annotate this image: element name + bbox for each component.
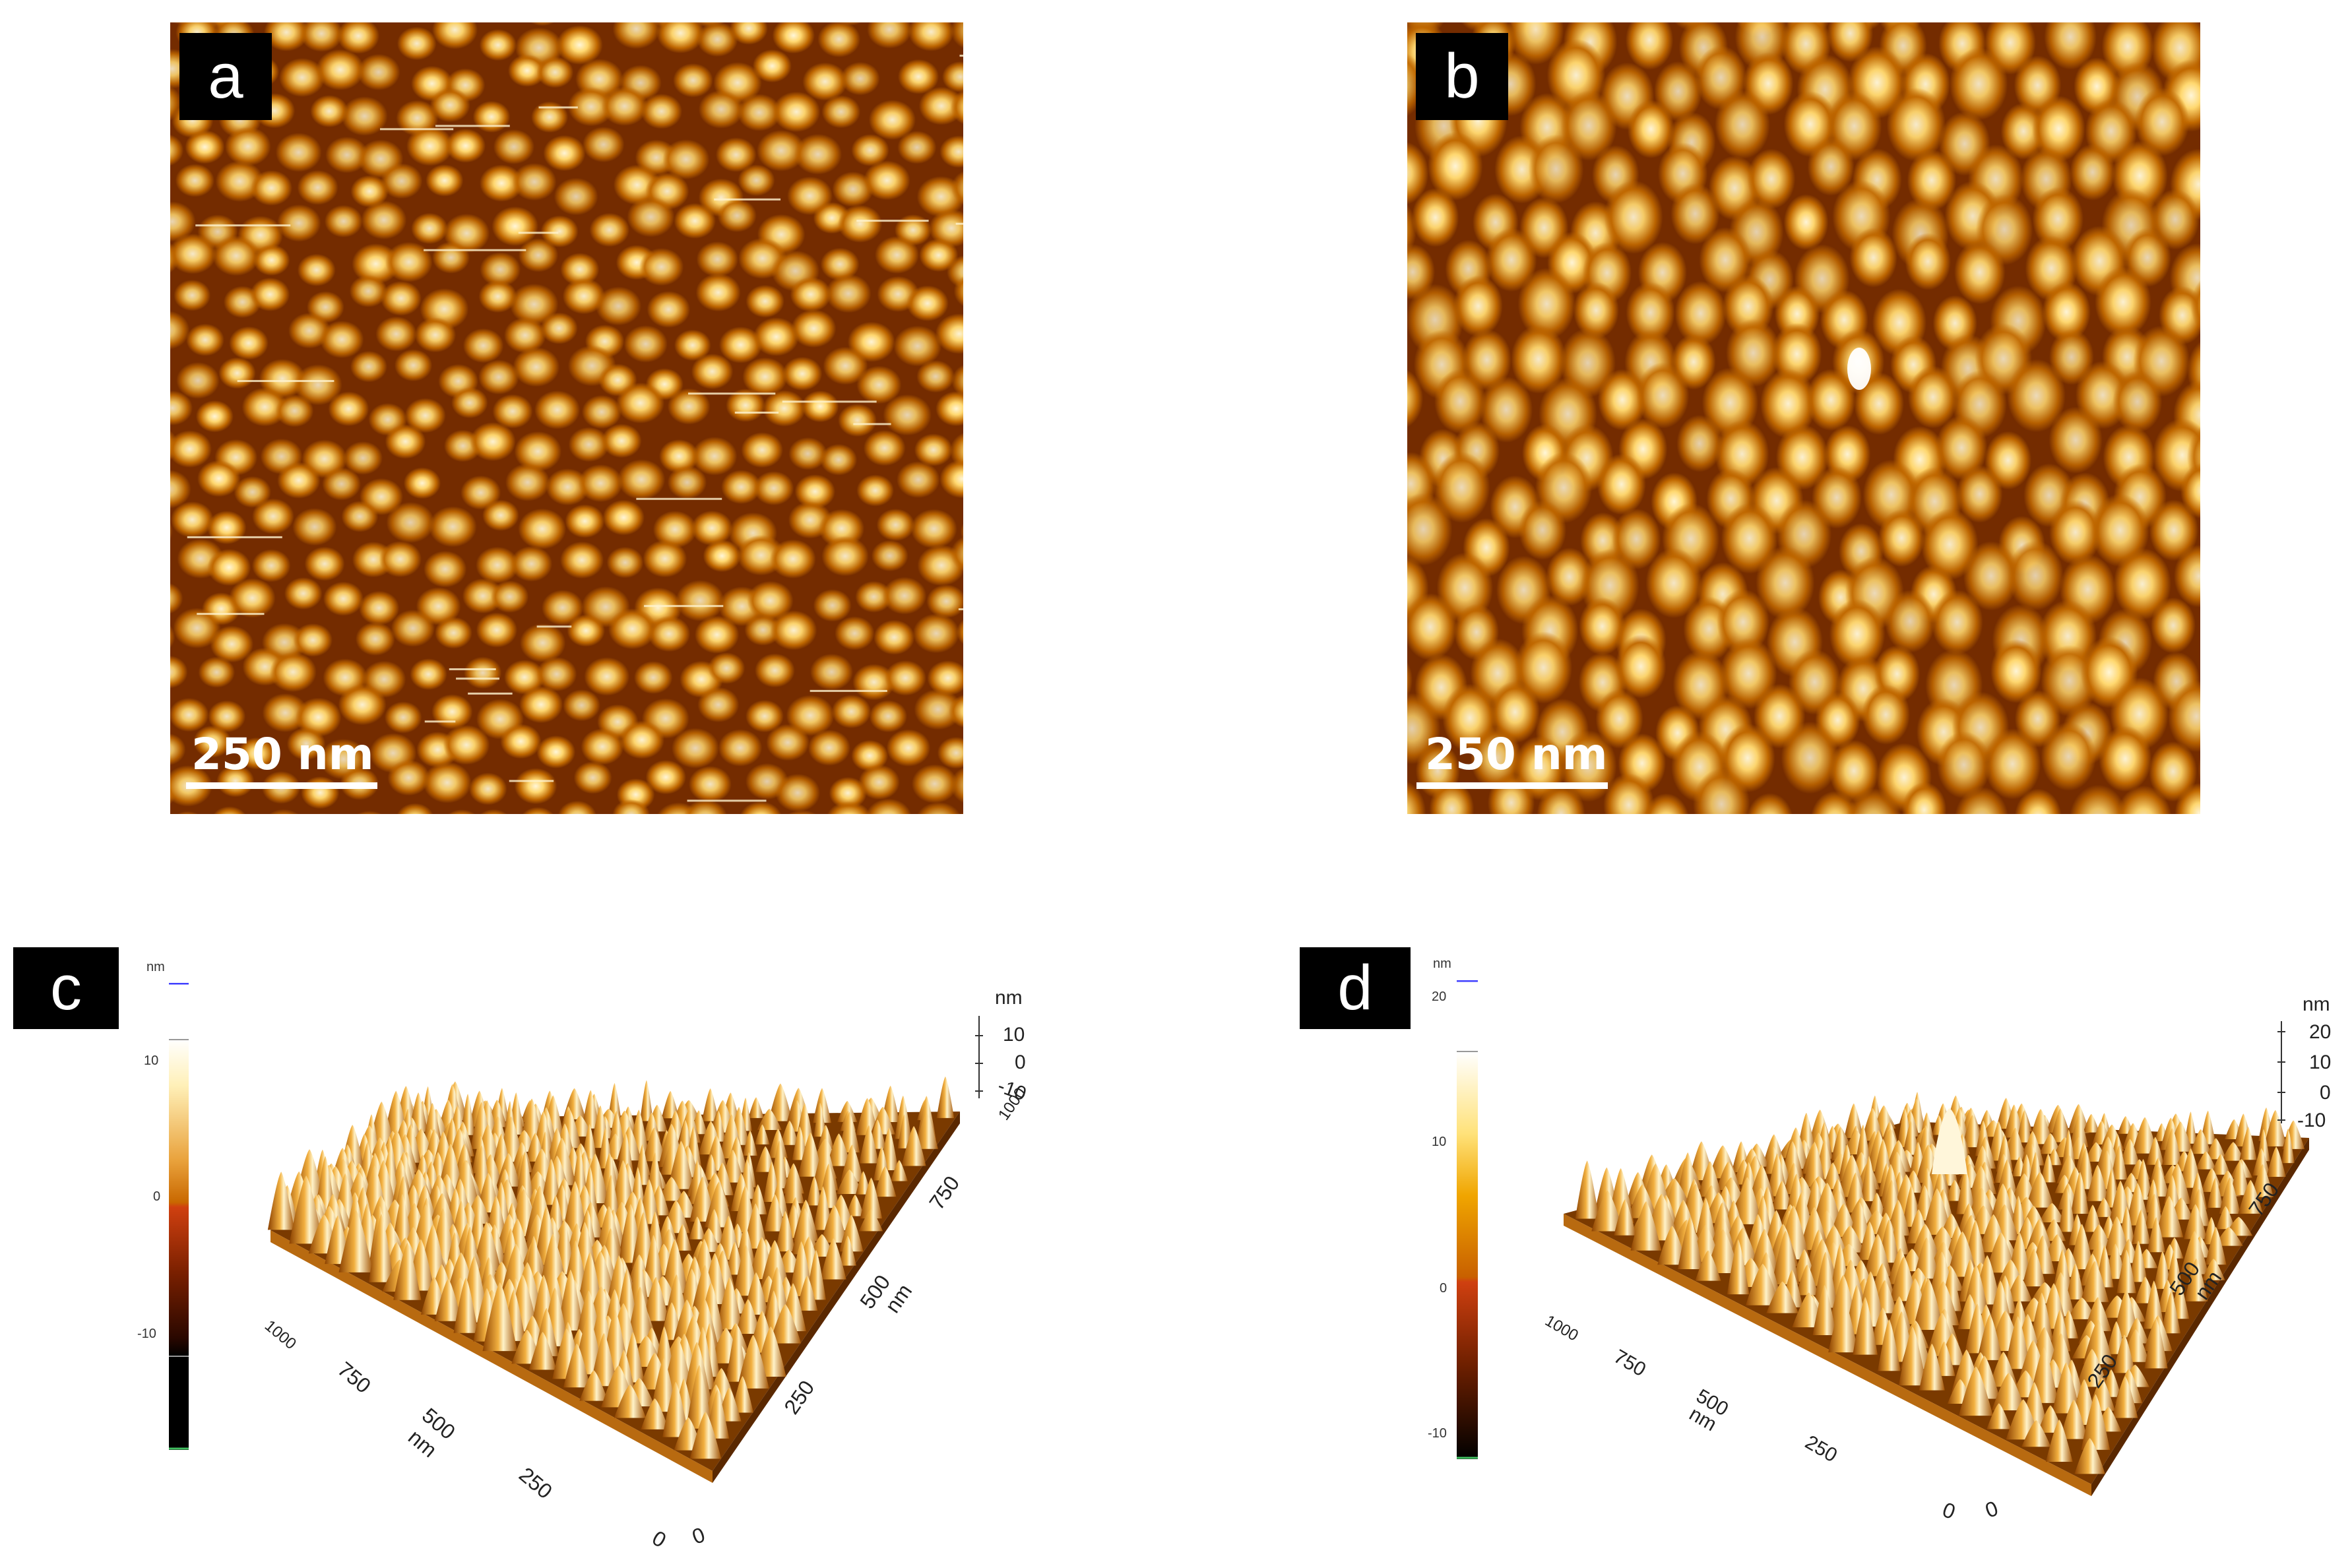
afm-3d-d (1564, 1092, 2309, 1496)
afm-topography-b (1407, 22, 2200, 814)
z-axis-tick-c-1: 0 (1015, 1051, 1026, 1073)
panel-label-a: a (179, 33, 272, 120)
panel-label-c: c (13, 947, 119, 1029)
afm-image-b (1407, 22, 2200, 814)
z-axis-tick-d-3: -10 (2297, 1110, 2326, 1131)
colorbar-tick-c-1: 0 (153, 1189, 161, 1204)
z-axis-tick-d-0: 20 (2309, 1021, 2332, 1043)
panel-label-b: b (1416, 33, 1508, 120)
z-axis-unit-d: nm (2303, 993, 2330, 1015)
scalebar-b (1416, 782, 1608, 789)
afm-3d-surface-c (251, 976, 1042, 1557)
z-axis-tick-d-2: 0 (2320, 1082, 2331, 1104)
z-axis-tick-c-0: 10 (1003, 1024, 1025, 1046)
colorbar-tick-d-3: -10 (1428, 1426, 1447, 1441)
afm-3d-c (267, 1076, 960, 1483)
colorbar-d (1457, 980, 1478, 1459)
afm-3d-surface-d (1537, 1016, 2329, 1530)
panel-a: a 250 nm (0, 0, 1176, 858)
colorbar-unit-d: nm (1433, 956, 1451, 971)
colorbar-tick-c-0: 10 (144, 1053, 159, 1068)
colorbar-unit-c: nm (146, 960, 165, 974)
panel-label-d: d (1300, 947, 1411, 1029)
z-axis-line-d (2277, 1021, 2285, 1123)
colorbar-tick-d-1: 10 (1432, 1135, 1447, 1149)
colorbar-tick-d-0: 20 (1432, 989, 1447, 1004)
scalebar-label-b: 250 nm (1425, 729, 1608, 780)
afm-topography-a (170, 22, 963, 814)
colorbar-tick-d-2: 0 (1440, 1281, 1447, 1296)
colorbar-tick-c-2: -10 (137, 1327, 156, 1341)
z-axis-line-c (975, 1016, 983, 1098)
scalebar-a (186, 782, 377, 789)
scalebar-label-a: 250 nm (191, 729, 374, 780)
colorbar-c (169, 982, 189, 1450)
panel-b: b 250 nm (1407, 22, 2200, 814)
z-axis-tick-d-1: 10 (2309, 1051, 2332, 1073)
z-axis-unit-c: nm (995, 987, 1023, 1009)
afm-image-a (170, 22, 963, 814)
